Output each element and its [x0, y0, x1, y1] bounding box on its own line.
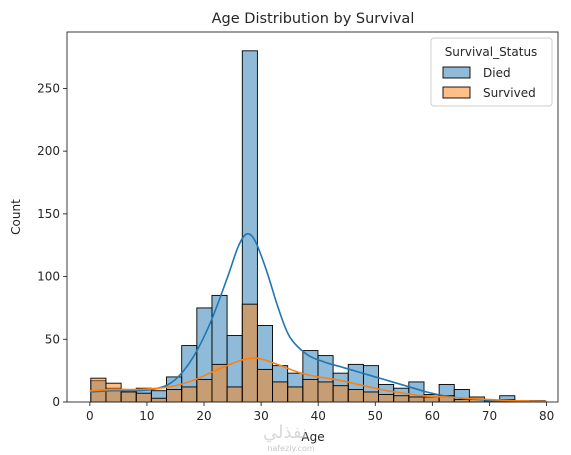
bar-survived [287, 386, 304, 403]
x-tick-label: 50 [368, 409, 383, 423]
legend-label-died: Died [483, 66, 511, 80]
bars-survived [90, 303, 546, 403]
bar-survived [105, 382, 122, 403]
bar-survived [272, 381, 289, 403]
kde-line-survived [89, 357, 547, 403]
y-tick-label: 150 [37, 207, 60, 221]
y-axis-ticks: 0 50 100 150 200 250 [37, 81, 67, 409]
legend-label-survived: Survived [483, 86, 536, 100]
bar-survived [241, 303, 258, 403]
x-tick-label: 80 [539, 409, 554, 423]
x-tick-label: 0 [86, 409, 94, 423]
bar-survived [423, 396, 440, 403]
bar-survived [120, 391, 137, 403]
y-tick-label: 200 [37, 144, 60, 158]
legend-swatch-died [442, 66, 471, 79]
x-tick-label: 30 [253, 409, 268, 423]
bar-survived [408, 396, 425, 403]
x-tick-label: 40 [311, 409, 326, 423]
plot-frame [66, 31, 559, 403]
bar-survived [135, 392, 152, 403]
bar-survived [256, 368, 273, 403]
watermark-main: نفذلي [263, 422, 307, 443]
bar-survived [332, 385, 349, 403]
bar-survived [166, 389, 183, 403]
bar-survived [211, 363, 228, 403]
x-axis-label: Age [301, 430, 324, 444]
bar-survived [196, 378, 213, 403]
legend-title: Survival_Status [445, 45, 538, 59]
x-tick-label: 60 [425, 409, 440, 423]
bar-survived [181, 386, 198, 403]
bar-survived [302, 378, 319, 403]
x-tick-label: 20 [196, 409, 211, 423]
y-tick-label: 50 [45, 332, 60, 346]
bar-survived [150, 397, 167, 403]
x-tick-label: 70 [482, 409, 497, 423]
y-tick-label: 250 [37, 81, 60, 95]
chart-title: Age Distribution by Survival [212, 11, 415, 27]
x-axis-ticks: 0 10 20 30 40 50 60 70 80 [86, 402, 554, 423]
y-tick-label: 0 [52, 395, 60, 409]
bar-survived [347, 389, 364, 403]
bar-survived [226, 386, 243, 403]
bar-survived [378, 394, 395, 403]
x-tick-label: 10 [139, 409, 154, 423]
bar-survived [362, 391, 380, 403]
bar-survived [393, 395, 410, 403]
legend: Survival_Status Died Survived [430, 37, 553, 107]
bar-survived [317, 381, 334, 403]
y-tick-label: 100 [37, 270, 60, 284]
watermark-sub: nafezly.com [267, 444, 315, 453]
y-axis-label: Count [9, 199, 23, 235]
legend-swatch-survived [442, 86, 471, 99]
